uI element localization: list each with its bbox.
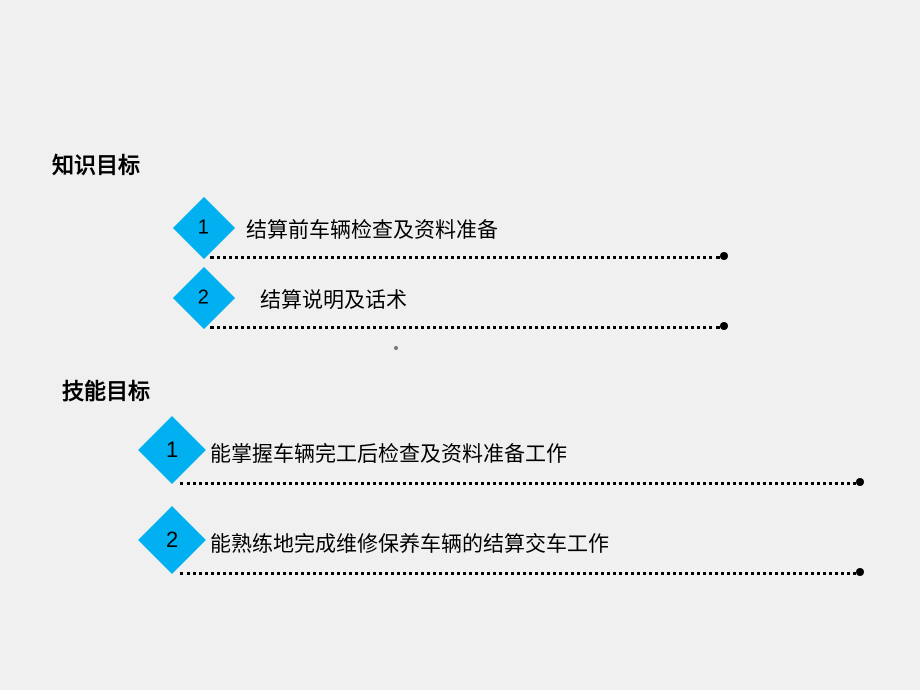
section1-title: 知识目标 xyxy=(52,148,140,180)
stray-mark-icon xyxy=(394,346,398,350)
diamond-number: 2 xyxy=(198,287,209,310)
diamond-marker: 2 xyxy=(138,506,206,574)
item-text: 能掌握车辆完工后检查及资料准备工作 xyxy=(210,438,567,468)
item-text: 能熟练地完成维修保养车辆的结算交车工作 xyxy=(210,528,609,558)
diamond-number: 2 xyxy=(166,527,178,553)
dotted-underline xyxy=(210,256,720,259)
dotted-underline xyxy=(180,572,856,575)
diamond-marker: 2 xyxy=(173,267,235,329)
line-end-dot xyxy=(720,322,728,330)
line-end-dot xyxy=(856,568,864,576)
line-end-dot xyxy=(856,478,864,486)
item-text: 结算前车辆检查及资料准备 xyxy=(246,214,498,244)
line-end-dot xyxy=(720,252,728,260)
dotted-underline xyxy=(180,482,856,485)
diamond-number: 1 xyxy=(198,217,209,240)
diamond-marker: 1 xyxy=(138,416,206,484)
item-text: 结算说明及话术 xyxy=(260,284,407,314)
diamond-marker: 1 xyxy=(173,197,235,259)
diamond-number: 1 xyxy=(166,437,178,463)
section2-title: 技能目标 xyxy=(62,374,150,406)
dotted-underline xyxy=(210,326,720,329)
